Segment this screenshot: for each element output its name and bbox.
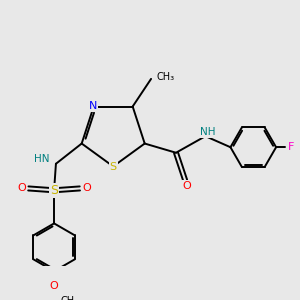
Text: O: O (50, 281, 58, 291)
Text: S: S (50, 184, 58, 197)
Text: N: N (89, 101, 97, 111)
Text: CH₃: CH₃ (157, 72, 175, 82)
Text: O: O (17, 183, 26, 193)
Text: HN: HN (34, 154, 49, 164)
Text: O: O (82, 183, 91, 193)
Text: F: F (288, 142, 294, 152)
Text: NH: NH (200, 127, 215, 137)
Text: O: O (183, 181, 191, 191)
Text: CH₃: CH₃ (61, 296, 79, 300)
Text: S: S (110, 162, 117, 172)
